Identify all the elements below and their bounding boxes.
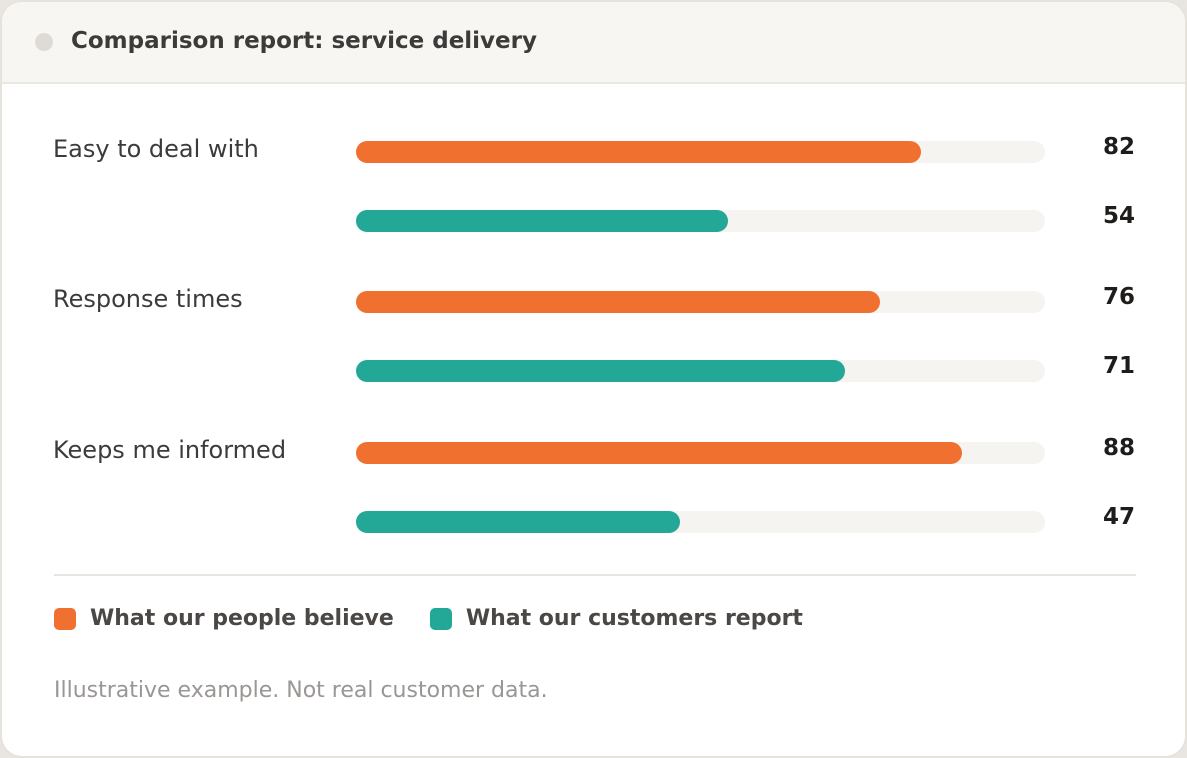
legend-item-people: What our people believe xyxy=(54,606,394,631)
category-label: Response times xyxy=(53,285,243,313)
data-label: 76 xyxy=(1102,284,1135,310)
bar xyxy=(356,141,921,163)
category-label: Easy to deal with xyxy=(53,135,259,163)
card-title: Comparison report: service delivery xyxy=(71,28,537,54)
data-label: 54 xyxy=(1102,203,1135,229)
divider xyxy=(54,574,1136,576)
status-dot-icon xyxy=(35,33,53,51)
bar xyxy=(356,291,880,313)
category-label: Keeps me informed xyxy=(53,436,287,464)
card-header: Comparison report: service delivery xyxy=(2,2,1185,84)
data-label: 82 xyxy=(1102,134,1135,160)
bar-track xyxy=(356,141,1045,163)
bar-track xyxy=(356,291,1045,313)
bar xyxy=(356,511,680,533)
legend-label-people: What our people believe xyxy=(90,606,394,631)
comparison-bar-chart: Easy to deal with 82 54 Response times 76 71 K… xyxy=(2,2,1185,562)
bar-track xyxy=(356,442,1045,464)
data-label: 71 xyxy=(1102,353,1135,379)
bar xyxy=(356,210,729,232)
data-label: 47 xyxy=(1102,504,1135,530)
bar xyxy=(356,442,963,464)
bar xyxy=(356,360,846,382)
legend-swatch-people xyxy=(54,607,76,630)
legend-item-customers: What our customers report xyxy=(429,606,803,631)
footnote: Illustrative example. Not real customer … xyxy=(54,678,548,703)
bar-track xyxy=(356,360,1045,382)
data-label: 88 xyxy=(1102,435,1135,461)
legend-label-customers: What our customers report xyxy=(465,606,803,631)
legend-swatch-customers xyxy=(429,607,452,630)
chart-legend: What our people believe What our custome… xyxy=(54,606,839,631)
bar-track xyxy=(356,511,1045,533)
bar-track xyxy=(356,210,1045,232)
